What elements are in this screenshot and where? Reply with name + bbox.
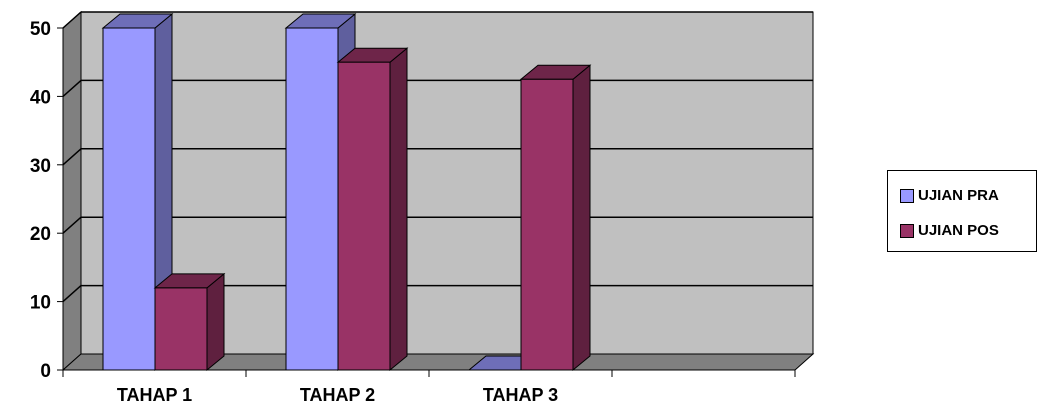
bar-side bbox=[207, 274, 224, 370]
bar-front bbox=[338, 62, 390, 370]
y-tick-labels: 0 10 20 30 40 50 bbox=[30, 19, 51, 382]
y-tick-label: 50 bbox=[30, 19, 51, 40]
side-wall bbox=[63, 12, 81, 370]
bar-ujian-pos-tahap-3 bbox=[521, 65, 590, 370]
legend-item-ujian-pra: UJIAN PRA bbox=[900, 187, 999, 204]
y-tick-label: 30 bbox=[30, 156, 51, 177]
y-tick-label: 10 bbox=[30, 293, 51, 314]
x-tick-labels: TAHAP 1 TAHAP 2 TAHAP 3 bbox=[117, 385, 558, 405]
y-tick-label: 0 bbox=[40, 361, 51, 382]
bar-front bbox=[521, 79, 573, 370]
legend-item-ujian-pos: UJIAN POS bbox=[900, 222, 999, 239]
bar-front bbox=[103, 28, 155, 370]
legend-label-ujian-pra: UJIAN PRA bbox=[918, 187, 999, 204]
y-tick-label: 40 bbox=[30, 87, 51, 108]
legend-label-ujian-pos: UJIAN POS bbox=[918, 222, 999, 239]
bar-side bbox=[390, 48, 407, 370]
x-tick-label: TAHAP 1 bbox=[117, 385, 192, 405]
bar-ujian-pos-tahap-1 bbox=[155, 274, 224, 370]
bar-front bbox=[155, 288, 207, 370]
x-tick-label: TAHAP 3 bbox=[483, 385, 558, 405]
x-tick-label: TAHAP 2 bbox=[300, 385, 375, 405]
legend-swatch-ujian-pos bbox=[900, 224, 914, 238]
y-tick-label: 20 bbox=[30, 224, 51, 245]
bar-ujian-pos-tahap-2 bbox=[338, 48, 407, 370]
bar-front bbox=[286, 28, 338, 370]
bar-side bbox=[573, 65, 590, 370]
legend-swatch-ujian-pra bbox=[900, 189, 914, 203]
legend: UJIAN PRA UJIAN POS bbox=[887, 170, 1037, 252]
